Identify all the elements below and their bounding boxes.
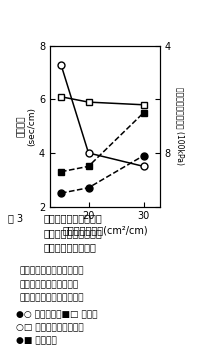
- Y-axis label: 拡散抵抗
(sec/cm): 拡散抵抗 (sec/cm): [17, 107, 36, 146]
- Text: ○□ 葉水分ポテンシャル: ○□ 葉水分ポテンシャル: [16, 323, 84, 332]
- Text: 昼間１時間ごとに霧処理: 昼間１時間ごとに霧処理: [20, 280, 79, 289]
- X-axis label: 葉面積／根長　(cm²/cm): 葉面積／根長 (cm²/cm): [62, 226, 148, 235]
- Text: ●■ 拡散抵抗: ●■ 拡散抵抗: [16, 336, 57, 345]
- Text: ●○ 無処理　　■□ 霧処理: ●○ 無処理 ■□ 霧処理: [16, 311, 98, 319]
- Text: 図 3: 図 3: [8, 214, 23, 223]
- Text: 比と葉水分ポテンシャ: 比と葉水分ポテンシャ: [44, 228, 103, 238]
- Text: 霧処理終了１日後のデータ: 霧処理終了１日後のデータ: [20, 293, 84, 302]
- Y-axis label: 葉水分ポテンシャル (100kPa): 葉水分ポテンシャル (100kPa): [175, 87, 184, 165]
- Text: トマトの葉面積／根長: トマトの葉面積／根長: [44, 214, 103, 223]
- Text: ル・拡散抵抗の関係: ル・拡散抵抗の関係: [44, 242, 97, 252]
- Text: 水耕した作物体に５日間、: 水耕した作物体に５日間、: [20, 267, 84, 275]
